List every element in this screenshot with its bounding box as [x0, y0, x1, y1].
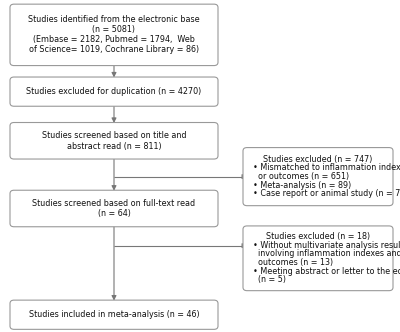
FancyBboxPatch shape: [10, 123, 218, 159]
Text: involving inflammation indexes and: involving inflammation indexes and: [253, 249, 400, 259]
Text: (Embase = 2182, Pubmed = 1794,  Web: (Embase = 2182, Pubmed = 1794, Web: [33, 35, 195, 44]
Text: • Case report or animal study (n = 7): • Case report or animal study (n = 7): [253, 189, 400, 199]
FancyBboxPatch shape: [10, 190, 218, 227]
Text: • Meeting abstract or letter to the editor: • Meeting abstract or letter to the edit…: [253, 267, 400, 276]
Text: or outcomes (n = 651): or outcomes (n = 651): [253, 172, 349, 181]
Text: outcomes (n = 13): outcomes (n = 13): [253, 258, 333, 267]
Text: (n = 5081): (n = 5081): [92, 25, 136, 35]
Text: (n = 5): (n = 5): [253, 275, 286, 285]
FancyBboxPatch shape: [10, 77, 218, 106]
FancyBboxPatch shape: [10, 300, 218, 329]
FancyBboxPatch shape: [243, 226, 393, 291]
Text: • Meta-analysis (n = 89): • Meta-analysis (n = 89): [253, 181, 351, 190]
Text: Studies excluded (n = 18): Studies excluded (n = 18): [266, 232, 370, 241]
Text: (n = 64): (n = 64): [98, 209, 130, 218]
Text: Studies excluded (n = 747): Studies excluded (n = 747): [263, 155, 373, 164]
Text: • Without multivariate analysis results: • Without multivariate analysis results: [253, 241, 400, 250]
Text: Studies screened based on title and: Studies screened based on title and: [42, 131, 186, 140]
Text: Studies screened based on full-text read: Studies screened based on full-text read: [32, 199, 196, 208]
Text: Studies identified from the electronic base: Studies identified from the electronic b…: [28, 15, 200, 25]
Text: of Science= 1019, Cochrane Library = 86): of Science= 1019, Cochrane Library = 86): [29, 45, 199, 54]
FancyBboxPatch shape: [10, 4, 218, 65]
Text: Studies included in meta-analysis (n = 46): Studies included in meta-analysis (n = 4…: [29, 310, 199, 319]
FancyBboxPatch shape: [243, 147, 393, 206]
Text: Studies excluded for duplication (n = 4270): Studies excluded for duplication (n = 42…: [26, 87, 202, 96]
Text: • Mismatched to inflammation indexes: • Mismatched to inflammation indexes: [253, 163, 400, 173]
Text: abstract read (n = 811): abstract read (n = 811): [67, 141, 161, 151]
